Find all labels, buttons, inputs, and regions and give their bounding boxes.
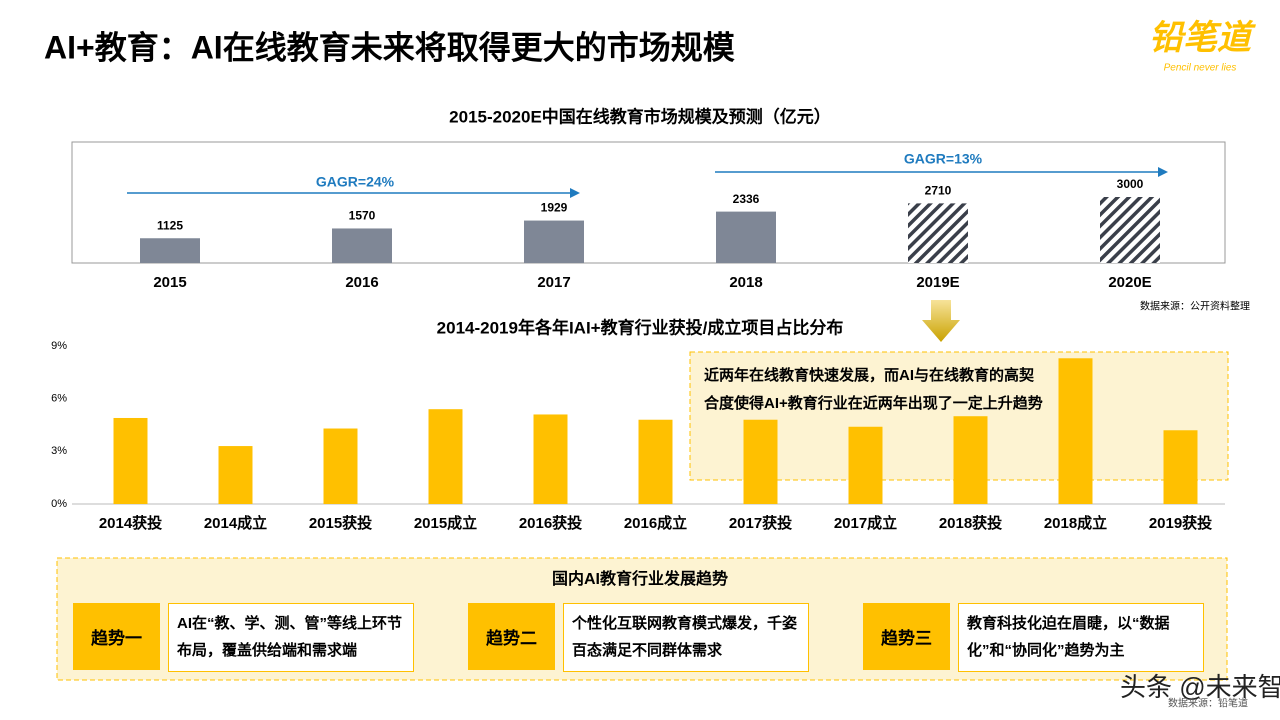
x-tick-label: 2018 [729, 274, 762, 291]
bar [1100, 197, 1160, 263]
x-tick-label: 2019E [916, 274, 959, 291]
arrow-head [1158, 167, 1168, 177]
chart1-source: 数据来源：公开资料整理 [1140, 300, 1250, 313]
bar [1163, 430, 1198, 504]
chart1-title: 2015-2020E中国在线教育市场规模及预测（亿元） [449, 106, 831, 126]
x-tick-label: 2019获投 [1149, 514, 1212, 532]
y-tick-label: 9% [51, 340, 67, 352]
bar [848, 426, 883, 504]
footer-source: 数据来源：铅笔道 [1168, 697, 1248, 710]
growth-annotation: GAGR=13% [904, 151, 983, 167]
trends-title: 国内AI教育行业发展趋势 [552, 569, 728, 588]
trend-text: 教育科技化迫在眉睫，以“数据化”和“协同化”趋势为主 [958, 603, 1204, 672]
chart1-frame [71, 141, 1226, 264]
x-tick-label: 2020E [1108, 274, 1151, 291]
bar [743, 419, 778, 504]
x-tick-label: 2015成立 [414, 514, 477, 532]
bar [716, 211, 776, 263]
x-tick-label: 2016成立 [624, 514, 687, 532]
x-tick-label: 2015获投 [309, 514, 372, 532]
trend-label: 趋势二 [468, 603, 555, 670]
x-tick-label: 2018成立 [1044, 514, 1107, 532]
value-label: 1125 [157, 218, 183, 232]
bar [953, 416, 988, 504]
page-title: AI+教育：AI在线教育未来将取得更大的市场规模 [44, 29, 735, 65]
value-label: 3000 [1117, 177, 1144, 191]
trend-text: AI在“教、学、测、管”等线上环节布局，覆盖供给端和需求端 [168, 603, 414, 672]
y-tick-label: 6% [51, 393, 67, 405]
bar [218, 446, 253, 504]
value-label: 1929 [541, 201, 568, 215]
bar [428, 409, 463, 504]
trend-label: 趋势一 [73, 603, 160, 670]
bar [323, 428, 358, 504]
x-tick-label: 2017获投 [729, 514, 792, 532]
x-tick-label: 2017 [537, 274, 570, 291]
x-tick-label: 2014成立 [204, 514, 267, 532]
bar [908, 203, 968, 263]
bar [524, 220, 584, 263]
bar [533, 414, 568, 504]
logo: 铅笔道 [1149, 19, 1256, 57]
y-tick-label: 3% [51, 445, 67, 457]
bar [638, 419, 673, 504]
x-tick-label: 2017成立 [834, 514, 897, 532]
down-arrow [922, 300, 960, 342]
bar [113, 417, 148, 504]
x-tick-label: 2014获投 [99, 514, 162, 532]
logo-tagline: Pencil never lies [1164, 63, 1237, 74]
chart2-title: 2014-2019年各年IAI+教育行业获投/成立项目占比分布 [437, 317, 844, 337]
value-label: 1570 [349, 209, 376, 223]
x-tick-label: 2018获投 [939, 514, 1002, 532]
arrow-head [570, 188, 580, 198]
growth-annotation: GAGR=24% [316, 174, 395, 190]
x-tick-label: 2016获投 [519, 514, 582, 532]
bar [140, 238, 200, 263]
value-label: 2336 [733, 192, 760, 206]
watermark: 头条 @未来智库 [1120, 672, 1280, 702]
trend-text: 个性化互联网教育模式爆发，千姿百态满足不同群体需求 [563, 603, 809, 672]
x-tick-label: 2015 [153, 274, 186, 291]
y-tick-label: 0% [51, 498, 67, 510]
x-tick-label: 2016 [345, 274, 378, 291]
bar [1058, 358, 1093, 504]
trend-label: 趋势三 [863, 603, 950, 670]
value-label: 2710 [925, 184, 952, 198]
chart2-annotation: 近两年在线教育快速发展，而AI与在线教育的高契合度使得AI+教育行业在近两年出现… [704, 367, 1043, 412]
bar [332, 228, 392, 263]
